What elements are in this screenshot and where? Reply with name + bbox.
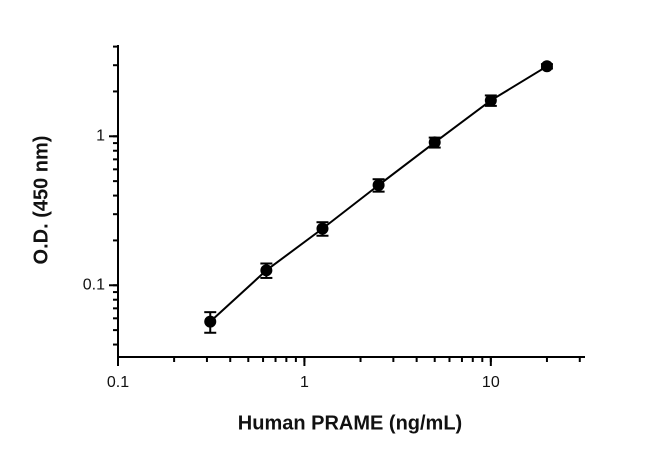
x-axis-title: Human PRAME (ng/mL): [238, 412, 462, 434]
y-tick-label: 1: [96, 128, 105, 145]
point: [204, 315, 217, 328]
x-tick-label: 10: [482, 374, 500, 391]
y-tick-label: 0.1: [83, 276, 105, 293]
point: [316, 222, 329, 235]
point: [540, 60, 553, 73]
y-axis-title: O.D. (450 nm): [30, 136, 52, 265]
point: [260, 264, 273, 277]
fit-line: [209, 65, 548, 323]
point: [372, 179, 385, 192]
x-tick-label: 1: [300, 374, 309, 391]
point: [428, 136, 441, 149]
point: [484, 94, 497, 107]
x-tick-label: 0.1: [107, 374, 129, 391]
